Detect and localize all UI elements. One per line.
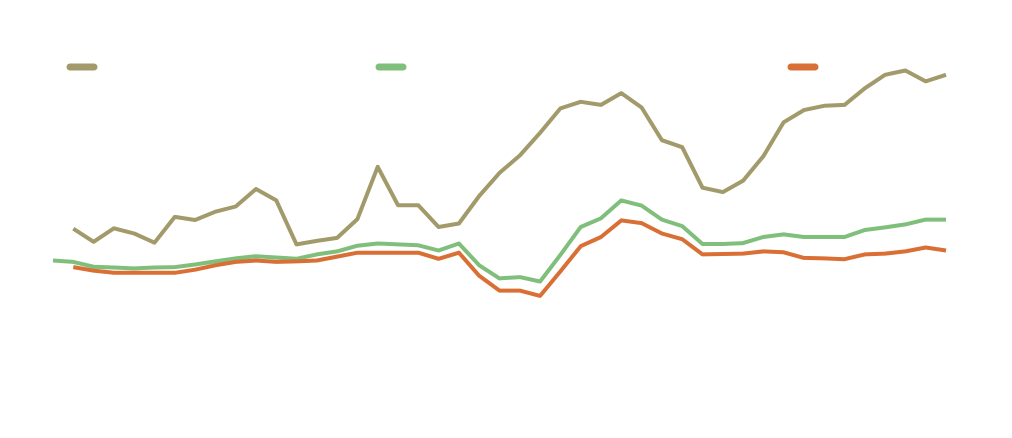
series-line-3	[72, 218, 947, 298]
plot-area	[52, 68, 947, 298]
series-line-2	[52, 198, 946, 284]
series-line-1	[72, 68, 947, 247]
